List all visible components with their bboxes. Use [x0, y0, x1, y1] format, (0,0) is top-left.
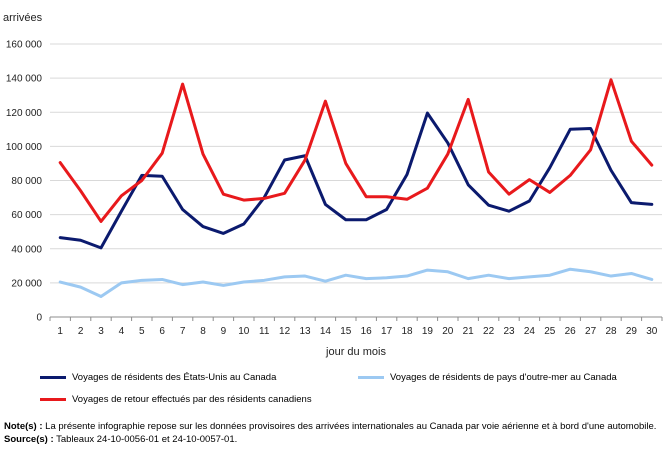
legend: Voyages de résidents des États-Unis au C… — [0, 368, 670, 412]
x-tick-label: 22 — [483, 326, 495, 337]
x-axis-title: jour du mois — [325, 346, 386, 358]
note-text: La présente infographie repose sur les d… — [42, 421, 657, 432]
gridlines — [50, 43, 662, 284]
y-tick-label: 20 000 — [11, 278, 42, 289]
x-tick-label: 1 — [57, 326, 63, 337]
series-lines — [58, 78, 654, 299]
x-tick-label: 6 — [159, 326, 165, 337]
y-tick-label: 80 000 — [11, 176, 42, 187]
y-axis-title: arrivées — [3, 12, 43, 24]
source-text: Tableaux 24-10-0056-01 et 24-10-0057-01. — [53, 434, 238, 445]
legend-swatch-us — [40, 376, 66, 379]
x-tick-label: 27 — [585, 326, 597, 337]
x-tick-label: 19 — [422, 326, 434, 337]
y-tick-label: 0 — [36, 313, 42, 324]
x-tick-label: 9 — [221, 326, 227, 337]
x-tick-label: 14 — [320, 326, 332, 337]
x-tick-label: 20 — [442, 326, 454, 337]
x-tick-label: 2 — [78, 326, 84, 337]
note-line: Note(s) : La présente infographie repose… — [4, 420, 664, 433]
x-tick-label: 21 — [463, 326, 475, 337]
x-tick-label: 13 — [299, 326, 311, 337]
x-tick-label: 29 — [626, 326, 638, 337]
y-tick-label: 120 000 — [6, 108, 43, 119]
x-tick-label: 11 — [259, 326, 270, 337]
x-tick-label: 16 — [361, 326, 373, 337]
x-tick-label: 17 — [381, 326, 393, 337]
y-tick-label: 60 000 — [11, 210, 42, 221]
x-tick-label: 12 — [279, 326, 291, 337]
x-tick-label: 15 — [340, 326, 352, 337]
x-tick-label: 8 — [200, 326, 206, 337]
x-tick-label: 3 — [98, 326, 104, 337]
x-tick-label: 24 — [524, 326, 536, 337]
source-line: Source(s) : Tableaux 24-10-0056-01 et 24… — [4, 433, 664, 446]
axes: 0 20 000 40 000 60 000 80 000 100 000 120 000 1… — [6, 40, 663, 337]
series-line-3 — [58, 78, 654, 223]
x-tick-label: 26 — [565, 326, 577, 337]
y-tick-label: 140 000 — [6, 74, 43, 85]
x-tick-label: 7 — [180, 326, 186, 337]
note-label: Note(s) : — [4, 421, 43, 432]
x-tick-label: 18 — [401, 326, 413, 337]
x-tick-label: 10 — [238, 326, 250, 337]
x-tick-label: 28 — [605, 326, 617, 337]
legend-label-us: Voyages de résidents des États-Unis au C… — [72, 372, 277, 383]
legend-item-overseas-residents: Voyages de résidents de pays d'outre-mer… — [358, 372, 617, 383]
notes-block: Note(s) : La présente infographie repose… — [4, 420, 664, 446]
legend-swatch-canadian — [40, 398, 66, 401]
y-tick-label: 160 000 — [6, 40, 43, 51]
legend-swatch-overseas — [358, 376, 384, 379]
x-tick-label: 23 — [503, 326, 515, 337]
legend-label-overseas: Voyages de résidents de pays d'outre-mer… — [390, 372, 617, 383]
source-label: Source(s) : — [4, 434, 54, 445]
x-tick-label: 30 — [646, 326, 658, 337]
legend-item-canadian-residents: Voyages de retour effectués par des rési… — [40, 394, 312, 405]
x-tick-label: 4 — [119, 326, 125, 337]
x-tick-label: 25 — [544, 326, 556, 337]
x-tick-label: 5 — [139, 326, 145, 337]
legend-label-canadian: Voyages de retour effectués par des rési… — [72, 394, 312, 405]
series-line-2 — [58, 267, 654, 299]
series-line-1 — [58, 111, 654, 250]
y-tick-label: 40 000 — [11, 244, 42, 255]
legend-item-us-residents: Voyages de résidents des États-Unis au C… — [40, 372, 276, 383]
line-chart: 0 20 000 40 000 60 000 80 000 100 000 120 000 1… — [3, 12, 663, 358]
y-tick-label: 100 000 — [6, 142, 43, 153]
